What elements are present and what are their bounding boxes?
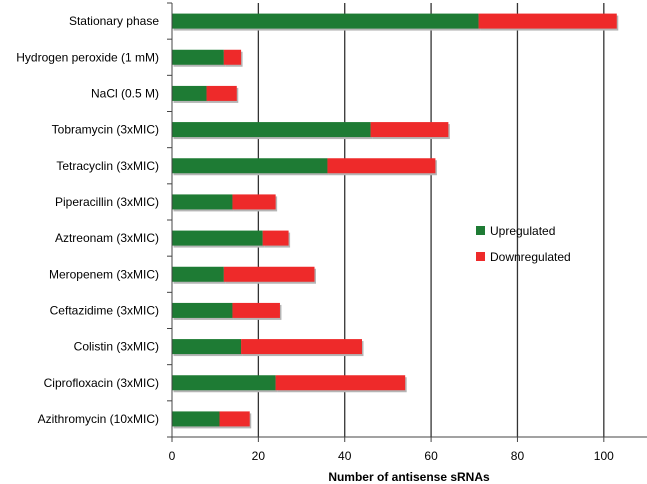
bar-downregulated-4 <box>327 158 436 174</box>
category-label: Hydrogen peroxide (1 mM) <box>16 50 159 64</box>
bar-downregulated-10 <box>275 375 406 391</box>
bar-downregulated-1 <box>223 49 242 65</box>
category-label: Ciprofloxacin (3xMIC) <box>44 376 159 390</box>
axes <box>167 2 647 442</box>
bar-upregulated-6 <box>172 230 263 246</box>
category-label: Colistin (3xMIC) <box>74 340 159 354</box>
bar-upregulated-0 <box>172 13 479 29</box>
category-label: Tobramycin (3xMIC) <box>52 123 159 137</box>
bar-upregulated-3 <box>172 122 371 138</box>
bar-upregulated-5 <box>172 194 233 210</box>
legend-swatch-downregulated <box>476 252 485 261</box>
x-tick-label: 40 <box>338 449 352 463</box>
x-tick-labels: 0 20 40 60 80 100 <box>169 449 614 463</box>
grid-lines <box>257 3 605 437</box>
bar-upregulated-10 <box>172 375 276 391</box>
legend-swatch-upregulated <box>476 226 485 235</box>
bar-downregulated-11 <box>219 411 250 427</box>
x-tick-label: 20 <box>252 449 266 463</box>
bars <box>172 13 619 429</box>
bar-upregulated-1 <box>172 49 224 65</box>
bar-upregulated-2 <box>172 85 207 101</box>
bar-downregulated-8 <box>232 302 280 318</box>
bar-downregulated-3 <box>370 122 449 138</box>
legend-label-upregulated: Upregulated <box>490 224 555 238</box>
category-label: Stationary phase <box>69 14 159 28</box>
bar-downregulated-7 <box>223 266 315 282</box>
bar-downregulated-0 <box>478 13 617 29</box>
bar-downregulated-6 <box>262 230 289 246</box>
bar-upregulated-11 <box>172 411 220 427</box>
x-tick-label: 60 <box>424 449 438 463</box>
category-label: Tetracyclin (3xMIC) <box>56 159 159 173</box>
category-label: Azithromycin (10xMIC) <box>38 412 159 426</box>
legend-label-downregulated: Downregulated <box>490 250 571 264</box>
bar-upregulated-9 <box>172 339 242 355</box>
bar-upregulated-7 <box>172 266 224 282</box>
x-tick-label: 0 <box>169 449 176 463</box>
bar-downregulated-5 <box>232 194 276 210</box>
bar-downregulated-9 <box>241 339 362 355</box>
x-axis-title: Number of antisense sRNAs <box>328 470 490 484</box>
bar-upregulated-8 <box>172 302 233 318</box>
legend: Upregulated Downregulated <box>476 224 571 264</box>
category-labels: Stationary phase Hydrogen peroxide (1 mM)… <box>16 14 159 426</box>
bar-upregulated-4 <box>172 158 328 174</box>
category-label: NaCl (0.5 M) <box>91 86 159 100</box>
category-label: Ceftazidime (3xMIC) <box>50 303 159 317</box>
x-tick-label: 100 <box>594 449 614 463</box>
category-label: Aztreonam (3xMIC) <box>55 231 159 245</box>
x-tick-label: 80 <box>511 449 525 463</box>
category-label: Meropenem (3xMIC) <box>49 267 159 281</box>
category-label: Piperacillin (3xMIC) <box>55 195 159 209</box>
bar-downregulated-2 <box>206 85 237 101</box>
